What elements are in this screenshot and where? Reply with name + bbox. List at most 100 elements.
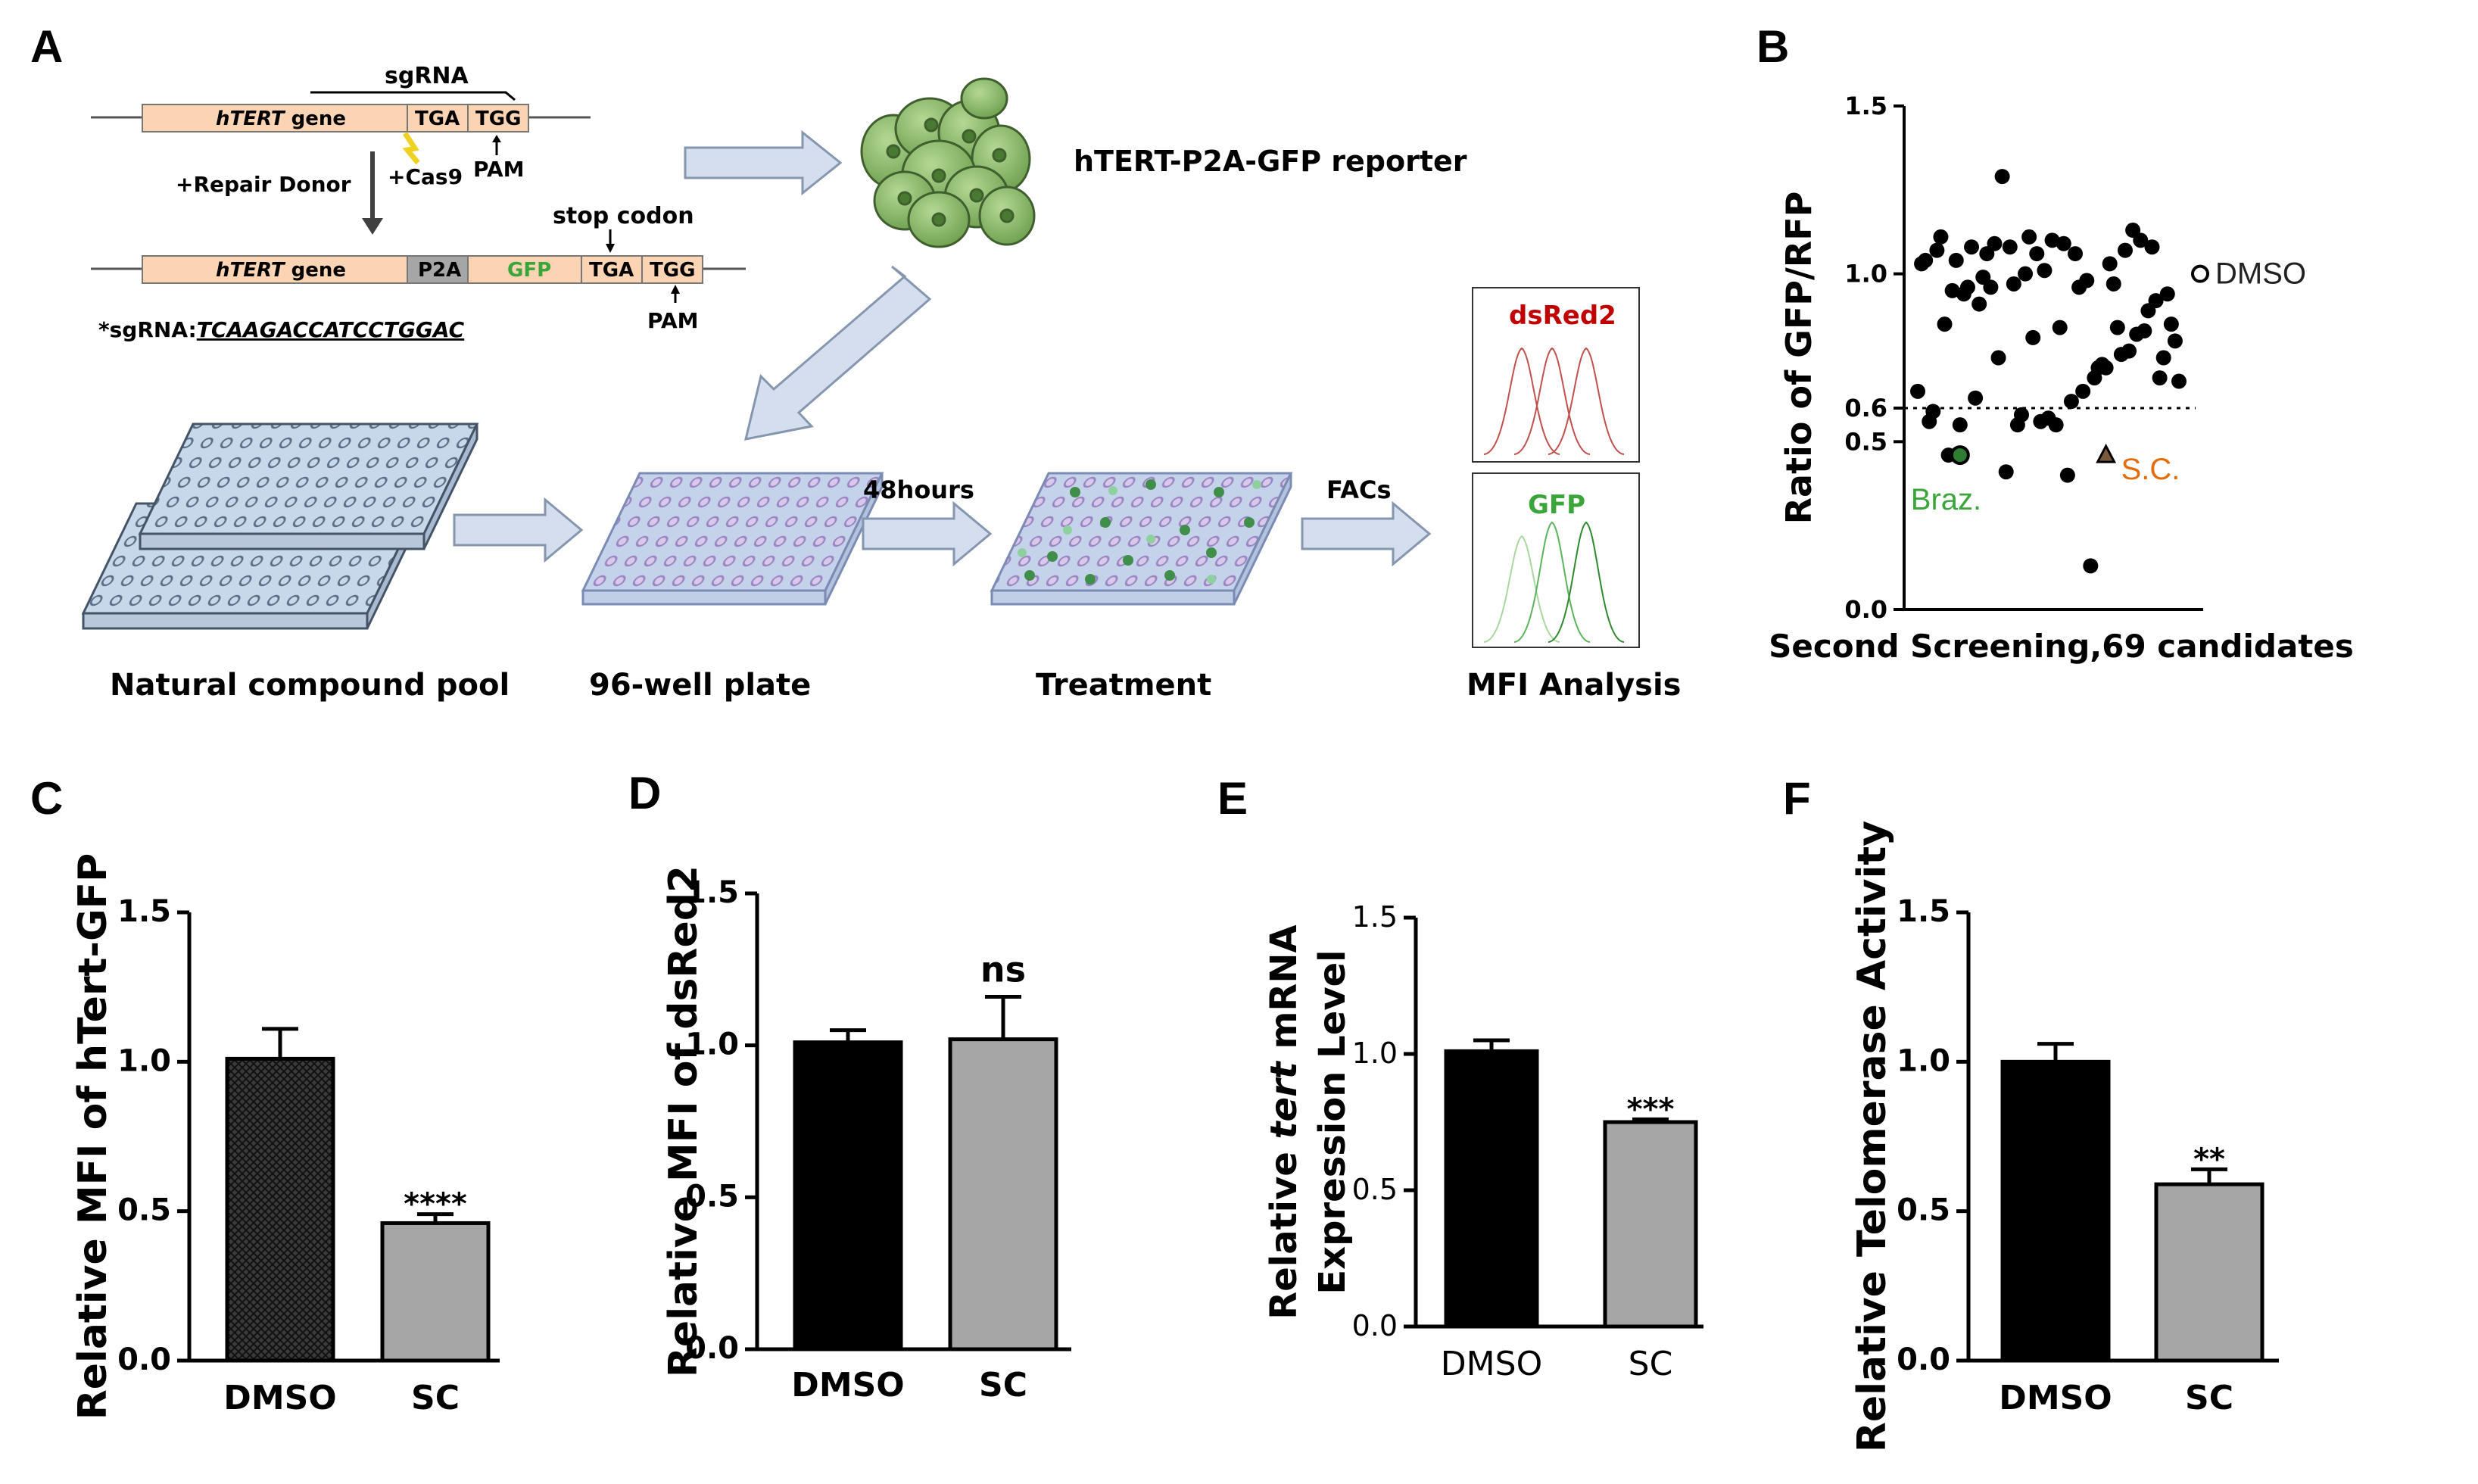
b-data-point	[1910, 383, 1925, 399]
sgrna-label: sgRNA	[385, 63, 469, 89]
panel-f: F 0.0 0.5 1.0 1.5 DMSO SC ** Relative Telomeras…	[1783, 773, 2279, 1452]
e-y-label-part: tert	[1263, 1060, 1305, 1139]
panel-d: D 0.0 0.5 1.0 1.5 DMSO SC ns Relative MFI of ds…	[628, 768, 1071, 1404]
sgrna-seq-value: TCAAGACCATCCTGGAC	[197, 317, 465, 342]
dsred2-label: dsRed2	[1509, 301, 1616, 331]
c-category-label: DMSO	[223, 1379, 336, 1417]
b-data-point	[2098, 360, 2114, 376]
panel-b: B 1.5 1.0 0.6 0.5 0.0 DMSO Braz. S.C. Second Scr…	[1756, 21, 2354, 665]
f-y-tick-label: 1.5	[1897, 894, 1950, 929]
b-data-point	[2106, 276, 2121, 292]
step-label-pool: Natural compound pool	[110, 668, 510, 703]
b-data-point	[1971, 296, 1987, 312]
chart-c: 0.0 0.5 1.0 1.5 DMSO SC **** Relative MFI of hT…	[70, 853, 500, 1420]
step-label-treatment: Treatment	[1036, 668, 1211, 703]
repair-arrowhead	[362, 218, 383, 235]
d-category-label: SC	[979, 1366, 1027, 1404]
tgg-box-2	[641, 255, 703, 284]
c-y-tick-label: 1.5	[117, 894, 171, 929]
b-data-point	[2079, 273, 2095, 288]
d-category-label: DMSO	[791, 1366, 904, 1404]
arrow-plate-to-treatment	[862, 500, 993, 567]
tgg-label-2: TGG	[650, 259, 695, 282]
dsred2-histogram: dsRed2	[1472, 287, 1640, 463]
c-significance: ****	[404, 1187, 467, 1222]
e-bar-dmso	[1444, 1049, 1539, 1329]
f-y-tick-label: 0.0	[1897, 1342, 1950, 1377]
chart-b: 1.5 1.0 0.6 0.5 0.0 DMSO Braz. S.C. Second Scree…	[1769, 92, 2354, 665]
p2a-box	[407, 255, 469, 284]
b-sc-point	[2096, 443, 2117, 463]
d-y-tick-label: 0.0	[685, 1331, 739, 1366]
b-data-point	[2117, 242, 2133, 258]
d-y-label: Relative MFI of dsRed2	[661, 865, 706, 1377]
b-data-point	[2121, 343, 2137, 359]
b-data-point	[1990, 350, 2006, 366]
chart-f: 0.0 0.5 1.0 1.5 DMSO SC ** Relative Telomerase …	[1850, 821, 2279, 1452]
b-data-point	[2037, 263, 2053, 279]
b-data-point	[2075, 383, 2091, 399]
b-y-tick-label: 0.0	[1844, 595, 1887, 624]
gfp-histogram: GFP	[1472, 472, 1640, 648]
pam-label-1: PAM	[473, 157, 524, 182]
e-category-label: SC	[1629, 1345, 1673, 1383]
c-y-tick-label: 1.0	[117, 1043, 171, 1078]
tgg-label-1: TGG	[475, 108, 521, 130]
stop-codon-label: stop codon	[553, 203, 694, 229]
tgg-box-1	[467, 104, 529, 132]
b-data-point	[1983, 279, 1999, 295]
b-data-point	[2144, 239, 2160, 255]
e-bar-sc	[1603, 1120, 1698, 1329]
htert-gene-italic-2: hTERT	[216, 259, 286, 282]
f-bar-sc	[2154, 1182, 2264, 1363]
b-y-tick-label: 1.0	[1844, 260, 1887, 288]
panel-c: C 0.0 0.5 1.0 1.5 DMSO SC **** Relative MFI of …	[30, 773, 500, 1420]
htert-gene-label-1: hTERT gene	[216, 108, 346, 130]
e-y-tick-label: 0.5	[1352, 1173, 1398, 1206]
b-data-point	[2083, 558, 2099, 574]
arrow-to-cells	[684, 129, 843, 196]
arrow-to-plate	[743, 265, 932, 441]
b-data-point	[1952, 417, 1968, 433]
panel-letter-b: B	[1756, 21, 1789, 72]
b-sc-label: S.C.	[2121, 453, 2180, 486]
c-bar-sc	[380, 1221, 491, 1363]
c-y-label: Relative MFI of hTert-GFP	[70, 853, 116, 1420]
b-data-point	[2155, 350, 2171, 366]
d-y-tick-label: 1.5	[685, 875, 739, 910]
time-label: 48hours	[863, 475, 974, 504]
f-significance: **	[2193, 1142, 2225, 1177]
panel-letter-e: E	[1217, 773, 1248, 824]
b-data-point	[1918, 252, 1934, 268]
e-y-tick-label: 1.0	[1352, 1037, 1398, 1070]
panel-letter-d: D	[628, 768, 661, 818]
b-data-point	[1959, 279, 1975, 295]
b-data-point	[1964, 239, 1980, 255]
b-data-point	[1925, 404, 1941, 419]
b-data-point	[2068, 246, 2084, 262]
gfp-hist-label: GFP	[1528, 490, 1585, 520]
cut-bolt-icon	[402, 132, 420, 165]
arrow-treatment-to-facs	[1301, 500, 1432, 567]
f-category-label: DMSO	[1999, 1379, 2112, 1417]
f-y-label: Relative Telomerase Activity	[1850, 821, 1895, 1452]
sgrna-sequence: *sgRNA:TCAAGACCATCCTGGAC	[98, 317, 465, 342]
b-data-point	[2048, 417, 2064, 433]
e-y-tick-label: 1.5	[1352, 900, 1398, 934]
f-category-label: SC	[2185, 1379, 2233, 1417]
p2a-label: P2A	[418, 259, 461, 282]
e-y-label-part: mRNA	[1263, 924, 1305, 1062]
htert-gene-label-2: hTERT gene	[216, 259, 346, 282]
b-data-point	[2133, 232, 2149, 248]
e-significance: ***	[1627, 1092, 1675, 1127]
b-data-point	[2148, 293, 2164, 309]
b-data-point	[2052, 320, 2068, 335]
b-x-label: Second Screening,69 candidates	[1769, 628, 2354, 665]
b-data-point	[2056, 235, 2071, 251]
pam-label-2: PAM	[647, 308, 698, 333]
reporter-cells-icon	[860, 77, 1036, 248]
chart-d: 0.0 0.5 1.0 1.5 DMSO SC ns Relative MFI of dsRe…	[661, 865, 1071, 1404]
sgrna-bracket	[310, 91, 516, 101]
b-data-point	[2109, 320, 2125, 335]
